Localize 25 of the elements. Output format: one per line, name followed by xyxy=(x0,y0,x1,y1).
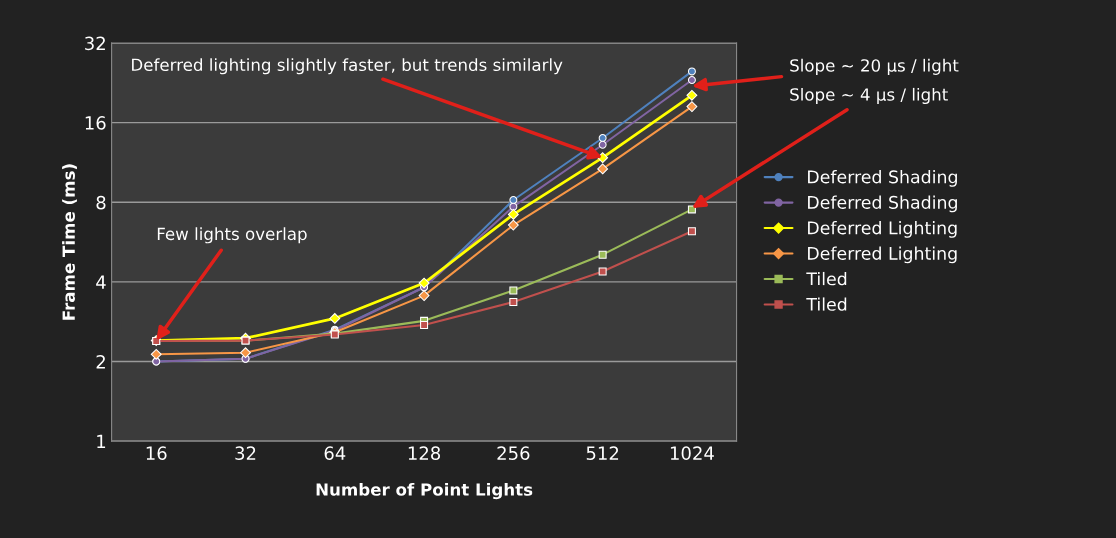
legend-label: Deferred Shading xyxy=(808,195,957,213)
legend-label: Tiled xyxy=(806,271,847,286)
annotation: Deferred lighting slightly faster, but trends similarly xyxy=(132,58,563,75)
legend-label: Deferred Lighting xyxy=(808,220,957,238)
x-tick-label: 128 xyxy=(408,446,441,460)
x-tick-label: 1024 xyxy=(670,446,714,460)
y-tick-label: 32 xyxy=(85,36,105,51)
x-axis-title: Number of Point Lights xyxy=(316,482,533,500)
x-tick-label: 512 xyxy=(586,446,619,460)
x-tick-label: 16 xyxy=(146,446,167,460)
x-tick-label: 256 xyxy=(497,446,530,460)
x-tick-label: 32 xyxy=(235,446,256,460)
y-tick-label: 16 xyxy=(85,116,106,130)
legend-label: Deferred Shading xyxy=(808,169,957,187)
y-tick-label: 2 xyxy=(96,355,105,369)
y-tick-label: 4 xyxy=(96,275,106,289)
legend-label: Deferred Lighting xyxy=(808,246,957,264)
annotation: Few lights overlap xyxy=(157,227,307,244)
y-tick-label: 8 xyxy=(96,195,106,210)
annotation: Slope ~ 20 µs / light xyxy=(790,58,959,75)
legend-label: Tiled xyxy=(806,297,847,311)
y-axis-title: Frame Time (ms) xyxy=(62,164,77,320)
y-tick-label: 1 xyxy=(97,434,106,449)
annotation: Slope ~ 4 µs / light xyxy=(790,87,948,105)
x-tick-label: 64 xyxy=(324,446,346,460)
